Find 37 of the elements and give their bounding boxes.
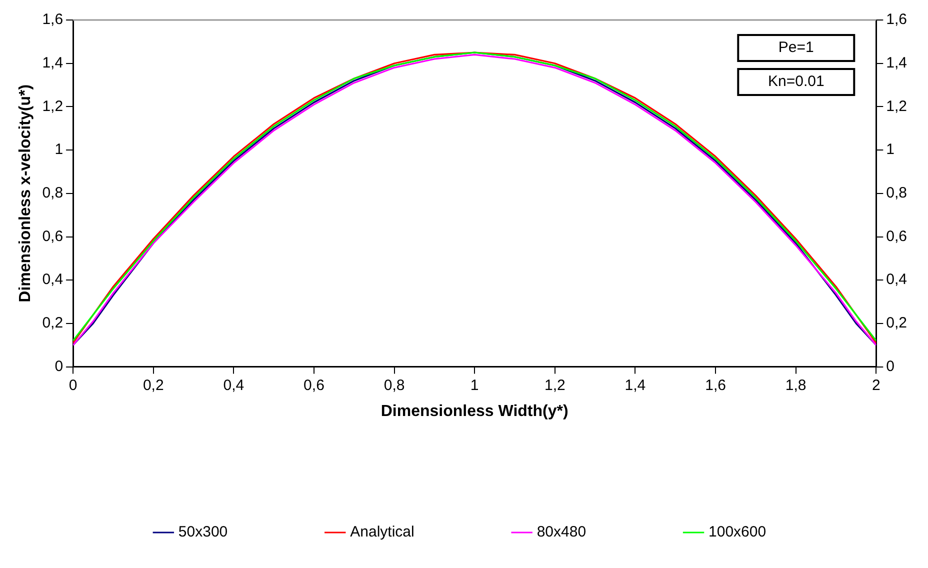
y2-tick-label: 0 bbox=[886, 358, 894, 375]
y-tick-label: 1,2 bbox=[42, 98, 64, 115]
x-tick-label: 0,8 bbox=[384, 376, 405, 394]
x-tick-label: 0,2 bbox=[142, 376, 164, 394]
x-axis-title: Dimensionless Width(y*) bbox=[380, 402, 568, 420]
x-tick-label: 1,6 bbox=[705, 376, 726, 394]
y2-tick-label: 1,4 bbox=[886, 54, 908, 72]
y2-tick-label: 0,8 bbox=[886, 184, 908, 202]
y2-tick-label: 0,4 bbox=[886, 271, 908, 288]
y2-tick-label: 0,6 bbox=[886, 228, 908, 245]
x-tick-label: 1 bbox=[470, 376, 479, 394]
y-tick-label: 0 bbox=[54, 358, 64, 375]
x-tick-label: 0,6 bbox=[304, 376, 324, 394]
y2-tick-label: 0,2 bbox=[886, 314, 908, 332]
y2-tick-label: 1 bbox=[886, 141, 894, 158]
y2-tick-label: 1,6 bbox=[886, 11, 908, 28]
x-tick-label: 1,4 bbox=[624, 376, 646, 394]
y-tick-label: 1 bbox=[54, 141, 64, 158]
y-tick-label: 0,8 bbox=[42, 184, 64, 202]
legend-label: 50x300 bbox=[178, 524, 228, 541]
y-tick-label: 1,4 bbox=[42, 54, 64, 72]
y-tick-label: 0,2 bbox=[42, 314, 64, 332]
annotation: Kn=0.01 bbox=[768, 73, 824, 90]
y-tick-label: 0,4 bbox=[42, 271, 64, 288]
annotation: Pe=1 bbox=[778, 39, 814, 56]
y-tick-label: 0,6 bbox=[42, 228, 64, 245]
y2-tick-label: 1,2 bbox=[886, 98, 908, 115]
y-tick-label: 1,6 bbox=[42, 11, 64, 28]
x-tick-label: 0 bbox=[68, 376, 78, 394]
x-tick-label: 1,8 bbox=[785, 376, 806, 394]
legend-label: Analytical bbox=[350, 524, 414, 541]
x-tick-label: 1,2 bbox=[544, 376, 566, 394]
legend-label: 80x480 bbox=[536, 524, 586, 541]
legend-label: 100x600 bbox=[708, 524, 766, 541]
x-tick-label: 2 bbox=[872, 376, 880, 394]
y-axis-title: Dimensionless x-velocity(u*) bbox=[17, 84, 34, 302]
x-tick-label: 0,4 bbox=[223, 376, 244, 394]
